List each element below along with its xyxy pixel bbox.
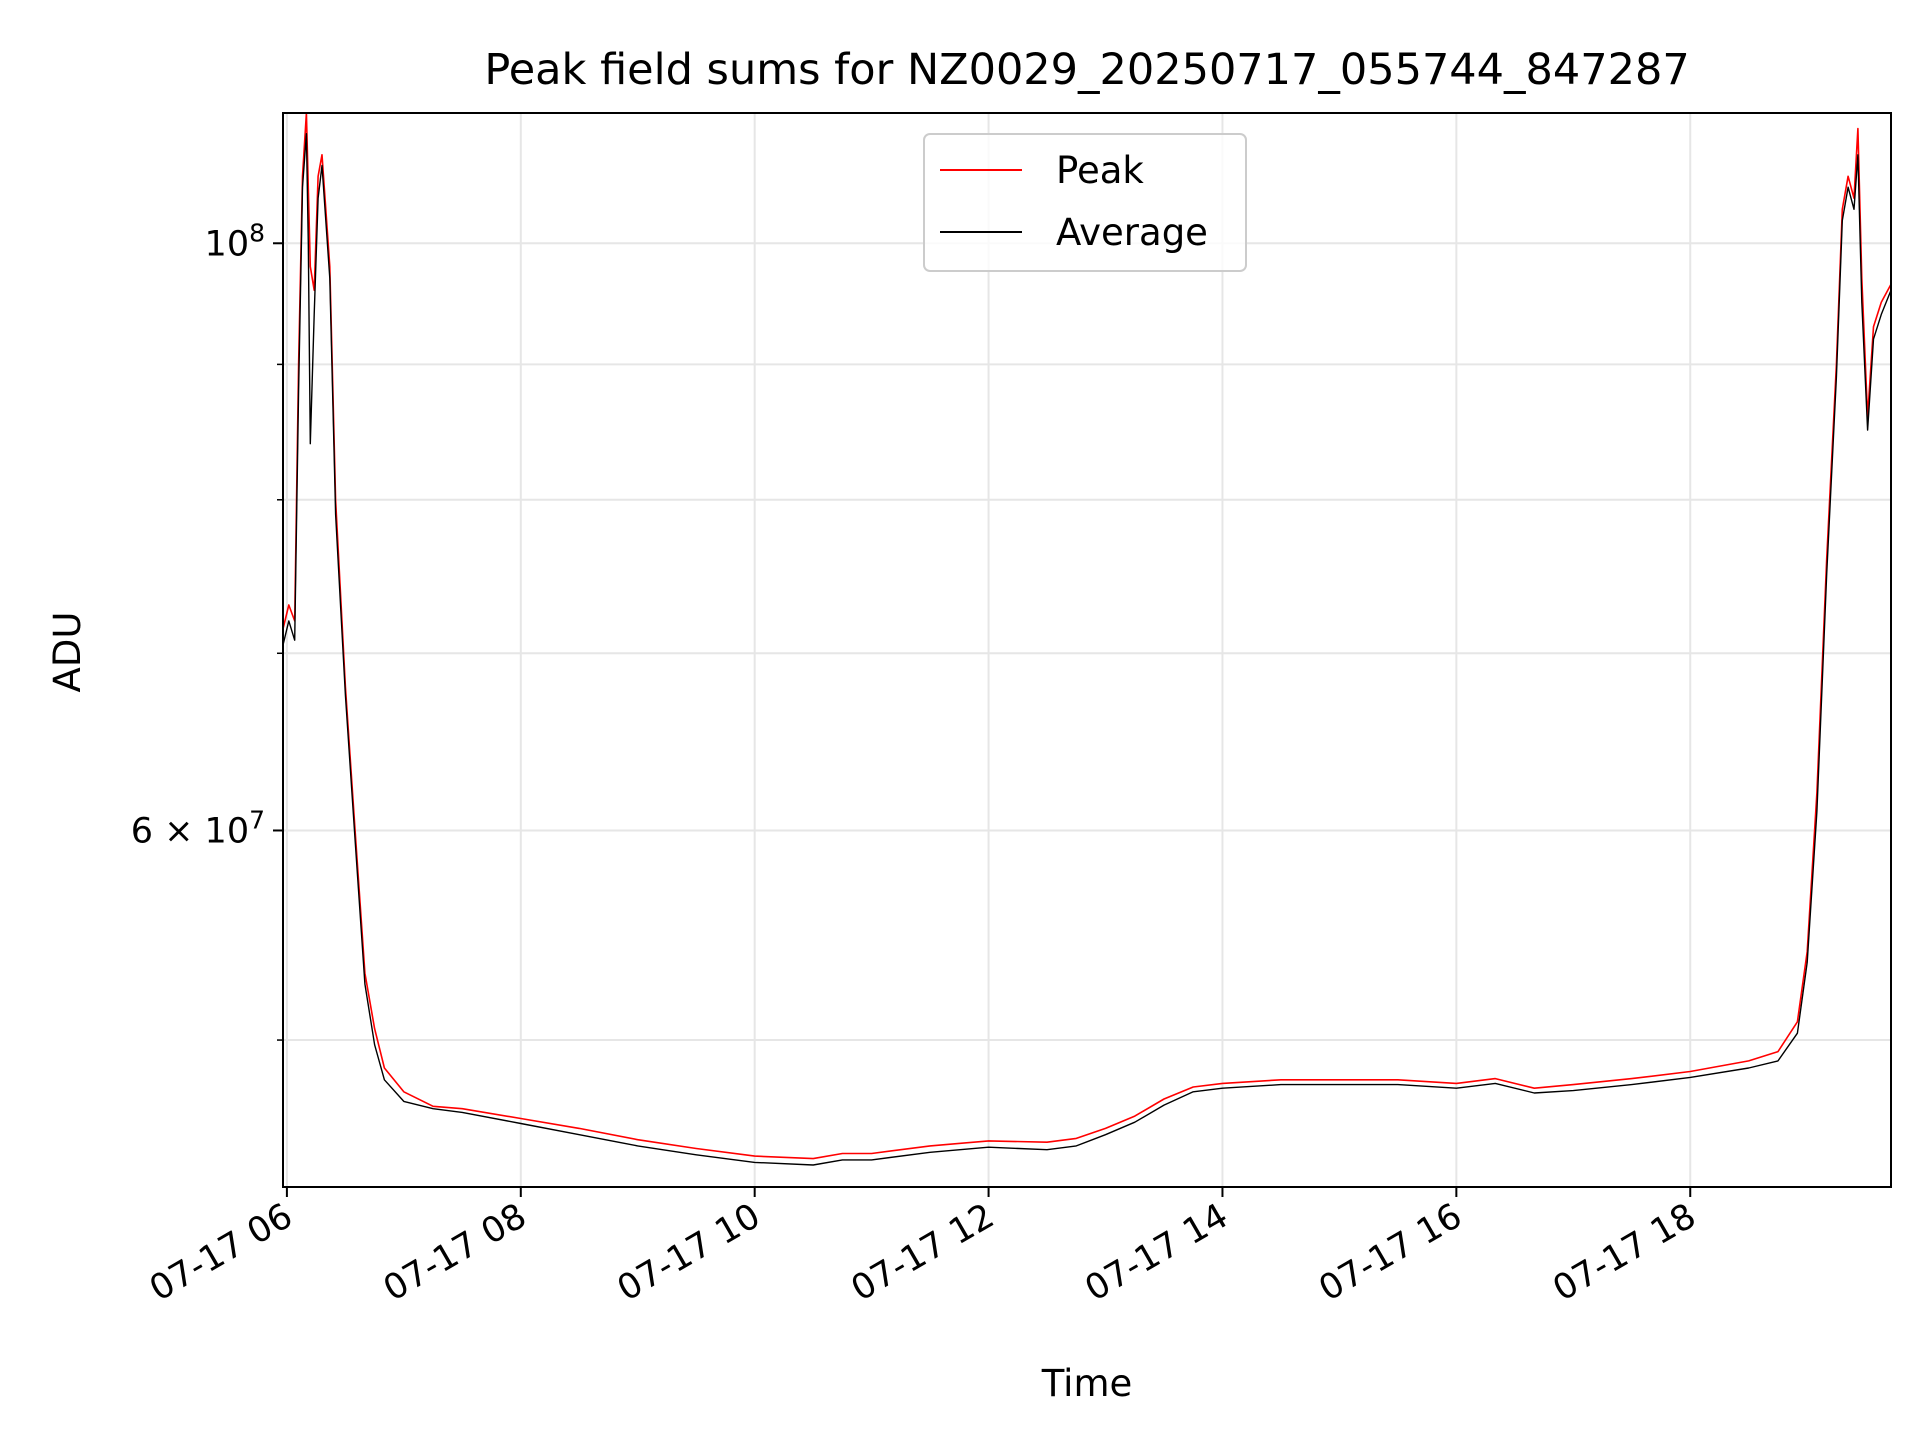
- plot-frame: [282, 112, 1892, 1188]
- y-axis-label: ADU: [46, 612, 89, 693]
- series-layer: [282, 112, 1892, 1166]
- legend-label-peak: Peak: [1056, 149, 1144, 192]
- legend: Peak Average: [923, 133, 1247, 272]
- grid-lines: [283, 113, 1891, 1187]
- series-line-average: [282, 132, 1892, 1166]
- y-tick-label: 6 × 107: [131, 805, 265, 851]
- y-tick-label: 108: [205, 218, 265, 264]
- legend-label-average: Average: [1056, 211, 1208, 254]
- legend-box: [923, 133, 1247, 272]
- chart-title: Peak field sums for NZ0029_20250717_0557…: [484, 45, 1689, 95]
- y-axis-ticks: 6 × 107 108: [131, 218, 283, 1041]
- x-axis-label: Time: [1041, 1362, 1133, 1405]
